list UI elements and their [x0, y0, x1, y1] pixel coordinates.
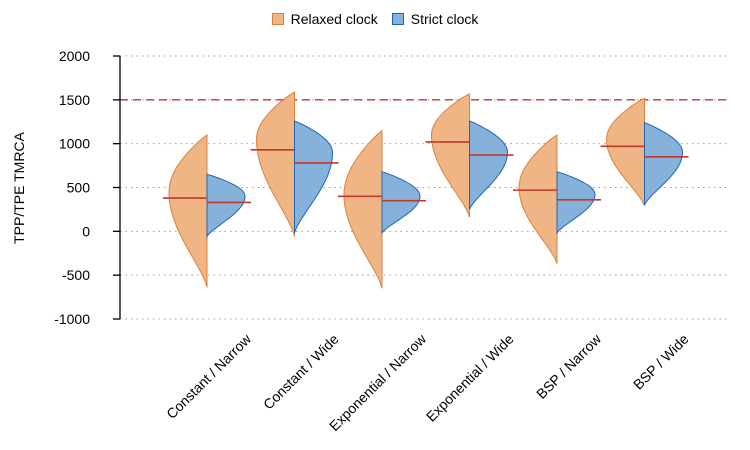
- violin-left-4: [518, 133, 558, 264]
- legend-swatch-strict-clock: [391, 13, 404, 25]
- legend: Relaxed clock Strict clock: [0, 11, 750, 27]
- violin-right-1: [294, 120, 333, 234]
- x-tick-label: BSP / Wide: [630, 331, 692, 393]
- y-tick-label: 500: [67, 180, 91, 196]
- y-tick-label: 1500: [59, 92, 90, 108]
- legend-label-strict-clock: Strict clock: [410, 11, 479, 27]
- legend-swatch-relaxed-clock: [271, 13, 284, 25]
- violin-right-2: [381, 171, 421, 235]
- x-tick-label: BSP / Narrow: [533, 330, 605, 402]
- violin-right-3: [469, 120, 509, 210]
- x-tick-label: Exponential / Narrow: [326, 330, 430, 434]
- x-tick-label: Exponential / Wide: [423, 331, 517, 425]
- y-tick-label: 2000: [59, 48, 90, 64]
- violin-left-1: [255, 90, 295, 237]
- legend-item-relaxed-clock: Relaxed clock: [271, 11, 378, 27]
- violin-right-0: [206, 173, 246, 239]
- x-tick-label: Constant / Narrow: [163, 330, 255, 422]
- y-tick-label: 0: [82, 223, 90, 239]
- violin-left-2: [343, 129, 383, 289]
- violin-left-0: [168, 133, 208, 288]
- x-tick-label: Constant / Wide: [260, 331, 342, 413]
- violin-left-5: [605, 97, 645, 207]
- violin-left-3: [431, 93, 470, 218]
- y-tick-label: -1000: [54, 311, 90, 327]
- y-axis-title: TPP/TPE TMRCA: [11, 131, 27, 243]
- legend-item-strict-clock: Strict clock: [391, 11, 479, 27]
- violin-right-4: [556, 171, 596, 235]
- y-tick-label: 1000: [59, 136, 90, 152]
- y-tick-label: -500: [62, 267, 90, 283]
- legend-label-relaxed-clock: Relaxed clock: [290, 11, 378, 27]
- violin-right-5: [644, 121, 683, 206]
